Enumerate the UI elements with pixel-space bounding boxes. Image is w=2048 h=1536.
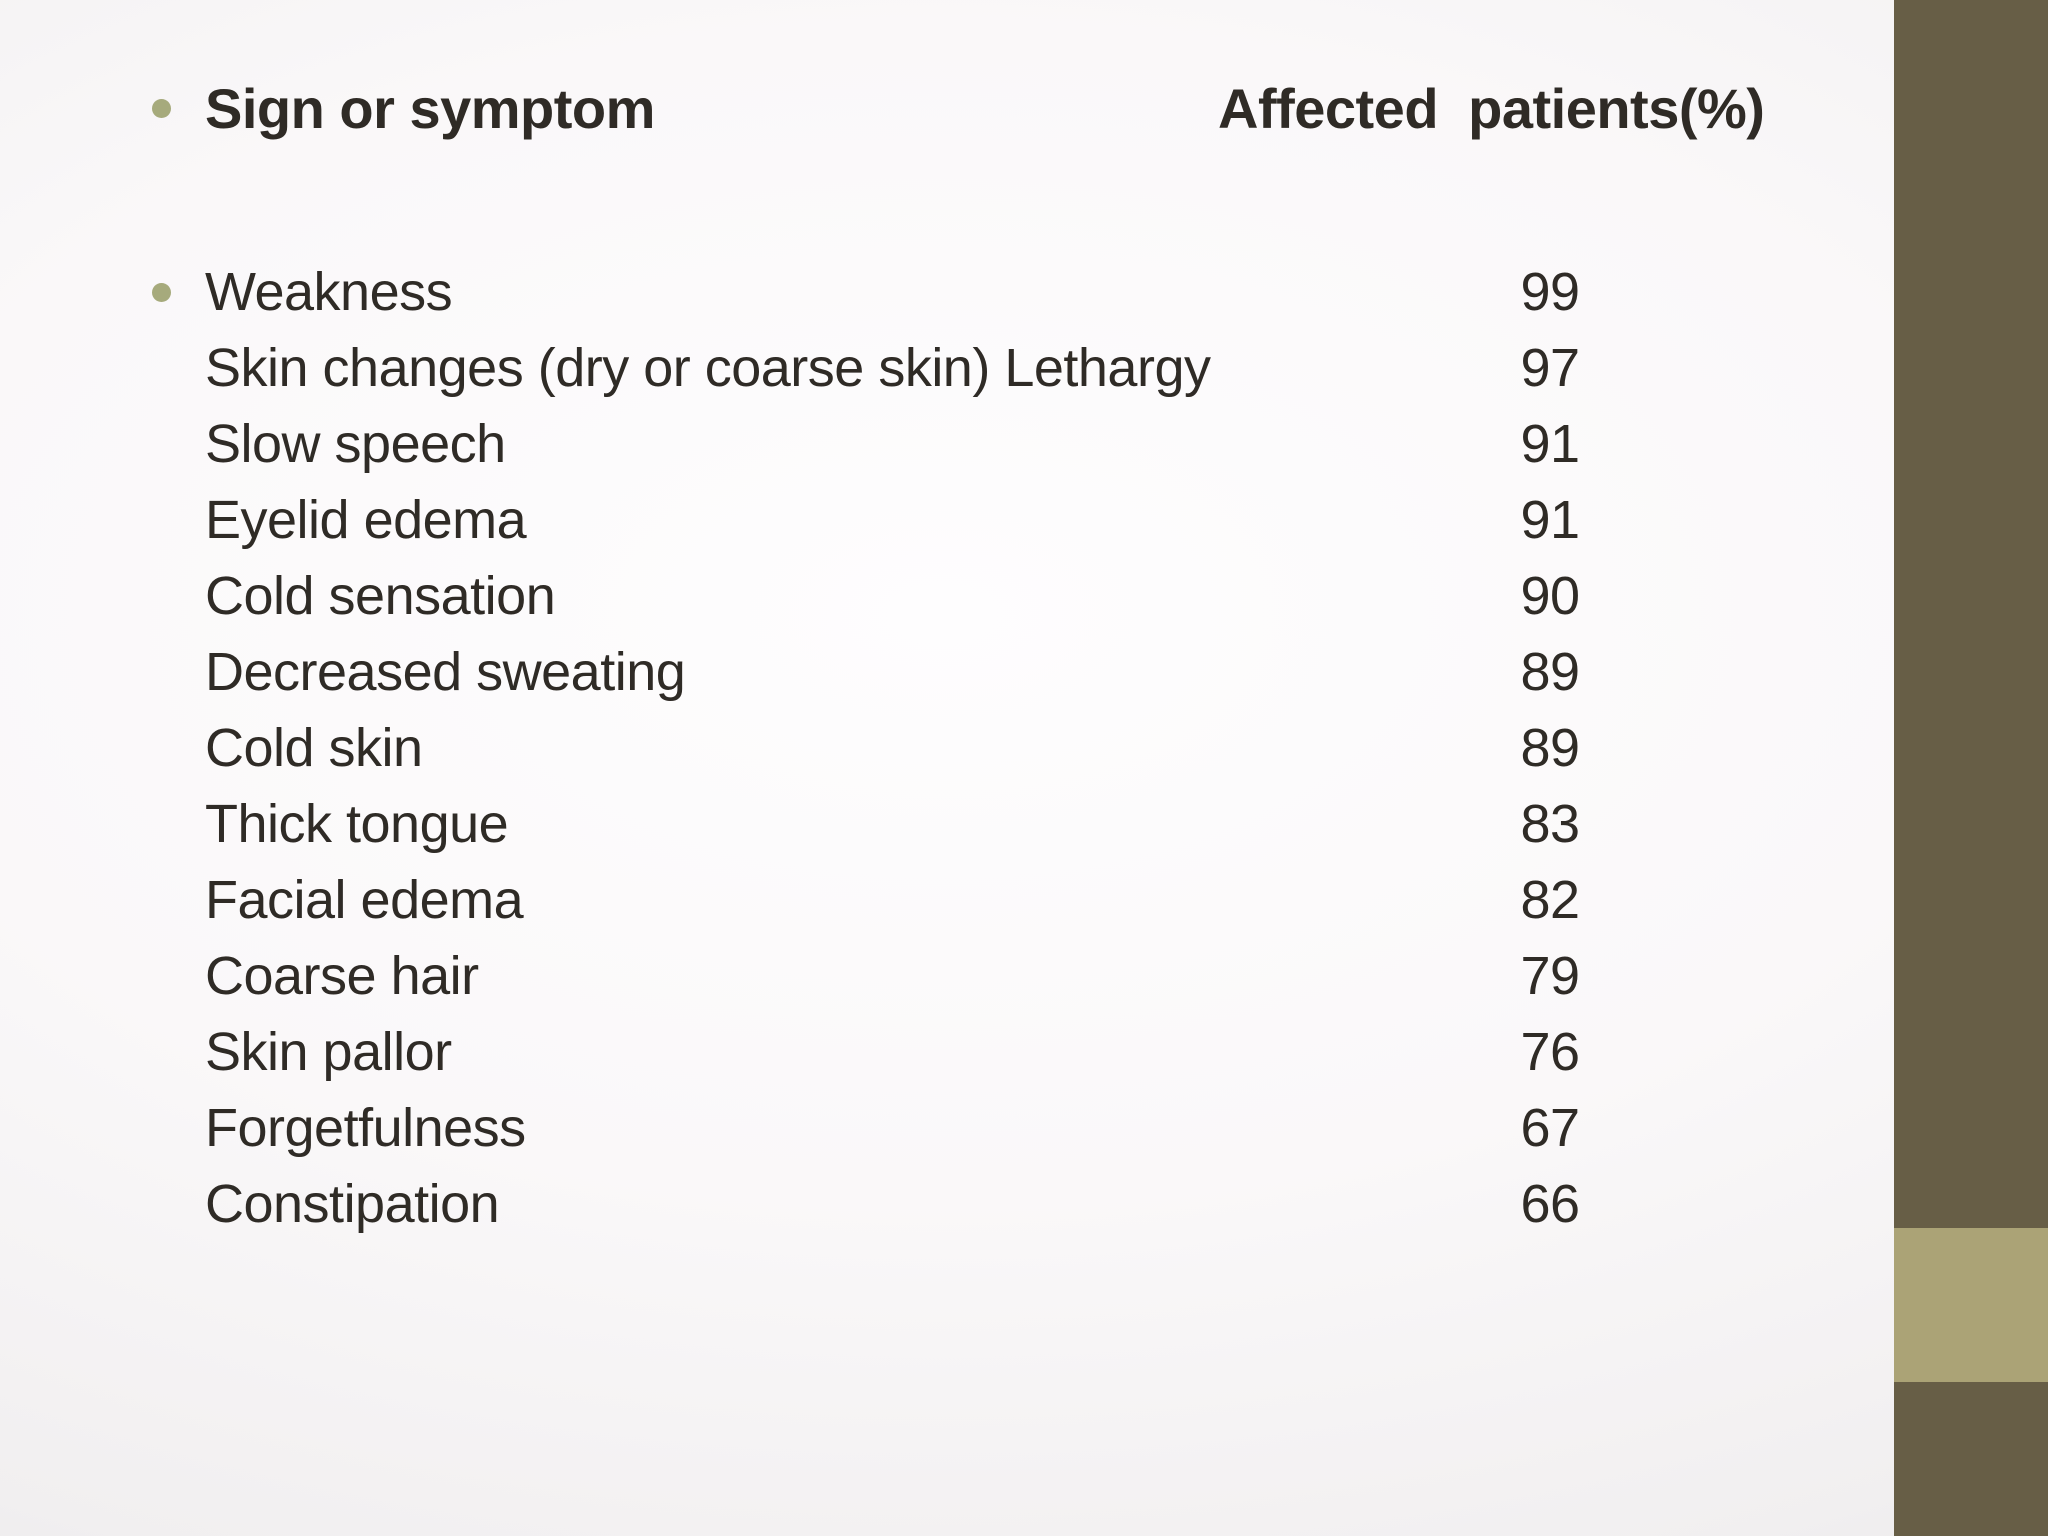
symptom-value: 82 [1520, 870, 1580, 930]
table-row: Decreased sweating 89 [152, 634, 1635, 710]
table-header: Sign or symptom [152, 72, 655, 144]
bullet-icon [152, 282, 171, 302]
symptom-label: Cold skin [205, 718, 423, 778]
header-sign-or-symptom: Sign or symptom [205, 76, 655, 140]
symptom-value: 99 [1520, 262, 1580, 322]
symptom-value: 79 [1520, 946, 1580, 1006]
symptom-value: 91 [1520, 490, 1580, 550]
table-row: Skin pallor 76 [152, 1014, 1635, 1090]
accent-band [1894, 1228, 2048, 1382]
symptom-value: 89 [1520, 718, 1580, 778]
symptom-value: 67 [1520, 1098, 1580, 1158]
table-row: Cold sensation 90 [152, 558, 1635, 634]
bullet-icon [152, 98, 171, 118]
symptom-label: Thick tongue [205, 794, 509, 854]
table-row: Weakness 99 [152, 254, 1635, 330]
symptom-value: 76 [1520, 1022, 1580, 1082]
symptom-value: 66 [1520, 1174, 1580, 1234]
symptom-label: Cold sensation [205, 566, 556, 626]
symptom-label: Skin pallor [205, 1022, 452, 1082]
table-row: Eyelid edema 91 [152, 482, 1635, 558]
symptom-label: Constipation [205, 1174, 500, 1234]
symptom-value: 83 [1520, 794, 1580, 854]
symptom-value: 97 [1520, 338, 1580, 398]
symptom-table: Weakness 99 Skin changes (dry or coarse sk… [152, 254, 1635, 1242]
table-row: Coarse hair 79 [152, 938, 1635, 1014]
symptom-value: 89 [1520, 642, 1580, 702]
header-affected-patients: Affected patients(%) [1218, 76, 1765, 140]
table-row: Facial edema 82 [152, 862, 1635, 938]
symptom-value: 91 [1520, 414, 1580, 474]
table-row: Skin changes (dry or coarse skin) Lethar… [152, 330, 1635, 406]
right-accent-bar [1894, 0, 2048, 1536]
table-row: Forgetfulness 67 [152, 1090, 1635, 1166]
symptom-label: Decreased sweating [205, 642, 686, 702]
symptom-label: Coarse hair [205, 946, 479, 1006]
table-row: Thick tongue 83 [152, 786, 1635, 862]
symptom-label: Facial edema [205, 870, 524, 930]
symptom-value: 90 [1520, 566, 1580, 626]
symptom-label: Slow speech [205, 414, 506, 474]
table-row: Cold skin 89 [152, 710, 1635, 786]
table-row: Constipation 66 [152, 1166, 1635, 1242]
symptom-label: Eyelid edema [205, 490, 527, 550]
symptom-label: Skin changes (dry or coarse skin) Lethar… [205, 338, 1211, 398]
table-row: Slow speech 91 [152, 406, 1635, 482]
symptom-label: Forgetfulness [205, 1098, 526, 1158]
symptom-label: Weakness [205, 262, 453, 322]
